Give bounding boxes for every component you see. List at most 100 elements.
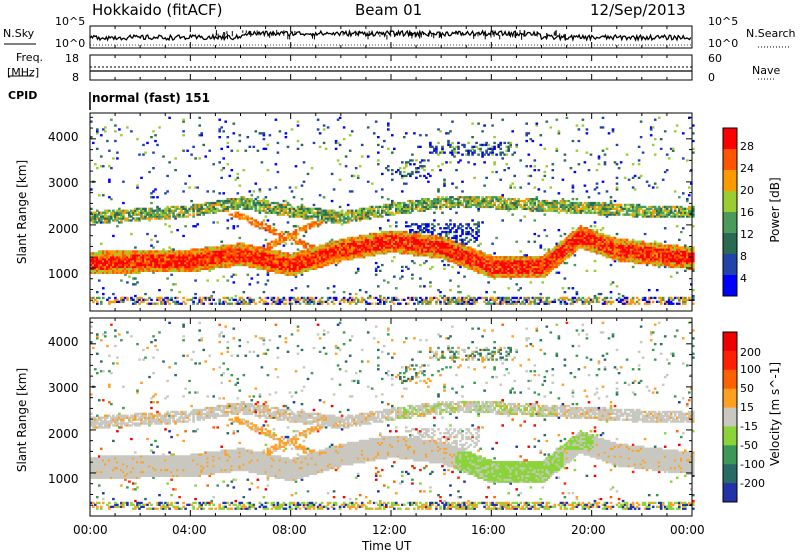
- power-cell: [110, 260, 113, 263]
- power-cell: [238, 198, 242, 201]
- power-cell: [324, 260, 328, 263]
- power-cell: [140, 209, 143, 212]
- power-cell: [316, 256, 320, 259]
- power-cell: [282, 203, 286, 207]
- power-cell: [186, 263, 189, 267]
- power-cell: [449, 279, 452, 282]
- power-cell: [174, 302, 177, 305]
- power-cell: [469, 205, 472, 209]
- power-cell: [188, 256, 191, 259]
- power-cell: [228, 302, 232, 305]
- power-cell: [180, 265, 183, 269]
- power-cell: [493, 201, 496, 205]
- power-cell: [330, 252, 334, 255]
- power-cell: [258, 256, 262, 259]
- power-cell: [104, 271, 107, 274]
- power-cell: [102, 211, 105, 214]
- power-cell: [242, 248, 246, 251]
- power-cell: [150, 207, 153, 210]
- power-cell: [126, 260, 129, 263]
- power-cell: [246, 246, 250, 249]
- power-cell: [124, 260, 127, 263]
- power-cell: [326, 263, 330, 267]
- power-cell: [212, 265, 215, 269]
- power-cell: [284, 254, 288, 257]
- power-cell: [136, 298, 139, 301]
- power-cell: [342, 291, 346, 294]
- power-cell: [312, 246, 316, 249]
- power-cell: [112, 269, 115, 272]
- power-cell: [138, 219, 141, 222]
- power-cell: [274, 258, 278, 261]
- power-cell: [377, 265, 380, 269]
- power-cell: [110, 167, 113, 170]
- power-cell: [262, 138, 266, 141]
- power-cell: [136, 263, 139, 267]
- power-cell: [324, 254, 328, 257]
- power-cell: [130, 263, 133, 267]
- power-cell: [475, 300, 478, 303]
- power-cell: [302, 258, 306, 261]
- power-cell: [104, 209, 107, 212]
- power-cell: [256, 221, 260, 224]
- power-cell: [465, 242, 468, 245]
- power-cell: [240, 296, 244, 300]
- power-cell: [128, 275, 131, 278]
- power-cell: [302, 240, 306, 243]
- power-cell: [96, 213, 99, 216]
- power-cell: [198, 203, 201, 207]
- power-cell: [236, 248, 240, 251]
- power-cell: [160, 265, 163, 269]
- power-cell: [280, 205, 284, 209]
- power-cell: [184, 265, 187, 269]
- power-cell: [112, 271, 115, 274]
- power-cell: [202, 267, 205, 270]
- power-cell: [114, 219, 117, 222]
- power-cell: [98, 194, 101, 197]
- power-cell: [322, 246, 326, 249]
- power-cell: [411, 277, 414, 280]
- power-cell: [126, 281, 129, 284]
- power-cell: [140, 260, 143, 263]
- power-cell: [306, 209, 310, 212]
- power-cell: [387, 147, 390, 150]
- power-cell: [142, 258, 145, 261]
- power-cell: [294, 213, 298, 216]
- power-cell: [176, 207, 179, 210]
- power-cell: [423, 159, 426, 162]
- power-cell: [98, 252, 101, 255]
- power-cell: [260, 227, 264, 230]
- power-cell: [264, 209, 268, 212]
- power-cell: [200, 258, 203, 261]
- power-cell: [278, 205, 282, 209]
- power-cell: [98, 265, 101, 269]
- power-cell: [162, 258, 165, 261]
- power-cell: [429, 300, 432, 303]
- power-cell: [98, 258, 101, 261]
- power-cell: [202, 254, 205, 257]
- power-cell: [284, 267, 288, 270]
- power-cell: [401, 275, 404, 278]
- power-cell: [168, 209, 171, 212]
- power-cell: [130, 258, 133, 261]
- power-cell: [441, 163, 444, 166]
- power-cell: [210, 201, 213, 205]
- power-cell: [116, 217, 119, 220]
- power-cell: [334, 250, 338, 253]
- power-cell: [276, 242, 280, 245]
- power-cell: [220, 261, 223, 265]
- power-cell: [292, 263, 296, 267]
- power-cell: [168, 298, 171, 301]
- power-cell: [104, 260, 107, 263]
- power-cell: [198, 260, 201, 263]
- power-cell: [292, 252, 296, 255]
- power-cell: [222, 207, 225, 210]
- power-cell: [274, 163, 278, 166]
- power-cell: [296, 120, 300, 123]
- power-cell: [328, 248, 332, 251]
- power-cell: [218, 258, 221, 261]
- power-cell: [164, 213, 167, 216]
- power-cell: [238, 217, 242, 220]
- power-cell: [266, 169, 270, 172]
- power-cell: [208, 298, 211, 301]
